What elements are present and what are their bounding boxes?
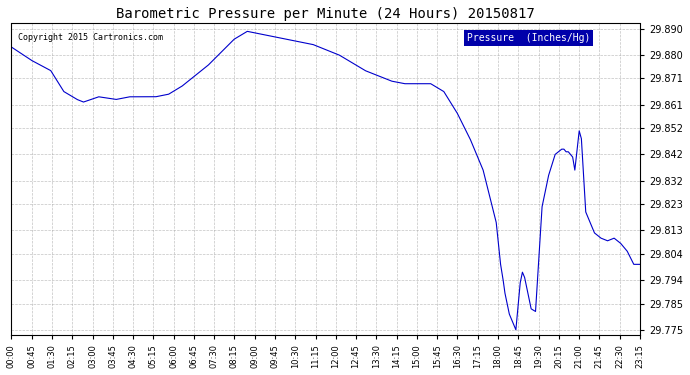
Text: Pressure  (Inches/Hg): Pressure (Inches/Hg) <box>467 33 591 43</box>
Title: Barometric Pressure per Minute (24 Hours) 20150817: Barometric Pressure per Minute (24 Hours… <box>117 7 535 21</box>
Text: Copyright 2015 Cartronics.com: Copyright 2015 Cartronics.com <box>18 33 163 42</box>
